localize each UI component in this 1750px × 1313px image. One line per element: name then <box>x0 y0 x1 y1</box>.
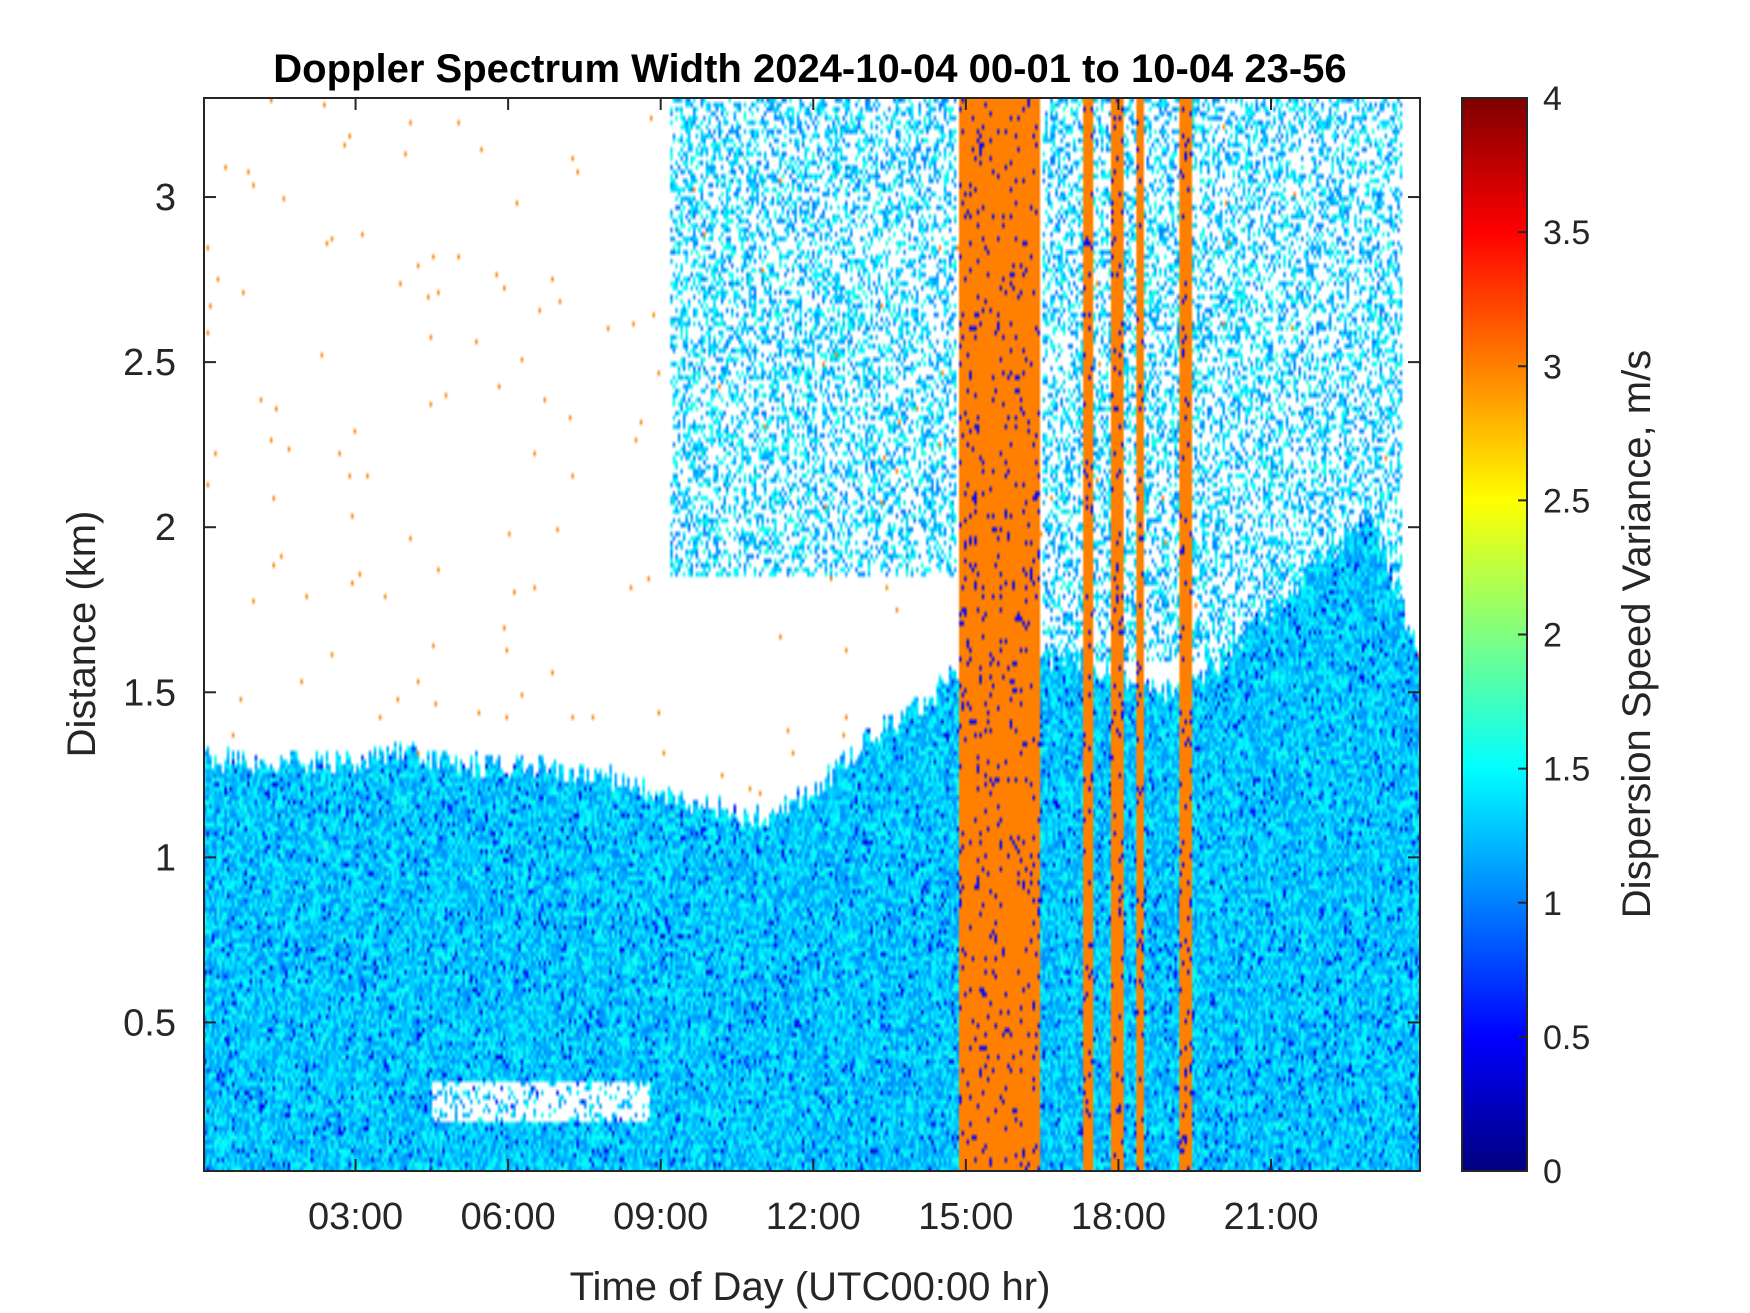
colorbar-tick-label: 2 <box>1543 617 1562 655</box>
x-tick-label: 09:00 <box>613 1196 708 1238</box>
x-tick-label: 18:00 <box>1071 1196 1166 1238</box>
y-tick-label: 0.5 <box>123 1002 176 1044</box>
colorbar-tick-label: 4 <box>1543 80 1562 118</box>
plot-frame <box>203 97 1421 1172</box>
colorbar-tick-label: 0.5 <box>1543 1019 1590 1057</box>
x-tick-label: 21:00 <box>1223 1196 1318 1238</box>
colorbar-tick-label: 1.5 <box>1543 751 1590 789</box>
x-tick-label: 03:00 <box>308 1196 403 1238</box>
y-axis-ticks: 0.5 1 1.5 2 2.5 3 <box>123 177 1420 1044</box>
y-tick-label: 2 <box>155 507 176 549</box>
colorbar <box>1461 97 1528 1172</box>
x-tick-label: 06:00 <box>461 1196 556 1238</box>
y-tick-label: 1 <box>155 837 176 879</box>
colorbar-tick-label: 0 <box>1543 1153 1562 1191</box>
y-axis-label: Distance (km) <box>60 511 104 758</box>
colorbar-tick-label: 2.5 <box>1543 482 1590 520</box>
x-axis-label: Time of Day (UTC00:00 hr) <box>570 1265 1051 1309</box>
colorbar-label: Dispersion Speed Variance, m/s <box>1615 350 1659 918</box>
y-tick-label: 2.5 <box>123 342 176 384</box>
chart-title: Doppler Spectrum Width 2024-10-04 00-01 … <box>273 47 1346 91</box>
colorbar-ticks: 0 0.5 1 1.5 2 2.5 3 3.5 4 <box>1518 80 1590 1191</box>
y-tick-label: 3 <box>155 177 176 219</box>
colorbar-tick-label: 3 <box>1543 348 1562 386</box>
x-axis-ticks: 03:00 06:00 09:00 12:00 15:00 18:00 21:00 <box>308 98 1319 1238</box>
colorbar-tick-label: 1 <box>1543 885 1562 923</box>
y-tick-label: 1.5 <box>123 672 176 714</box>
x-tick-label: 12:00 <box>766 1196 861 1238</box>
colorbar-tick-label: 3.5 <box>1543 214 1590 252</box>
x-tick-label: 15:00 <box>918 1196 1013 1238</box>
heatmap-image <box>204 98 1420 1171</box>
